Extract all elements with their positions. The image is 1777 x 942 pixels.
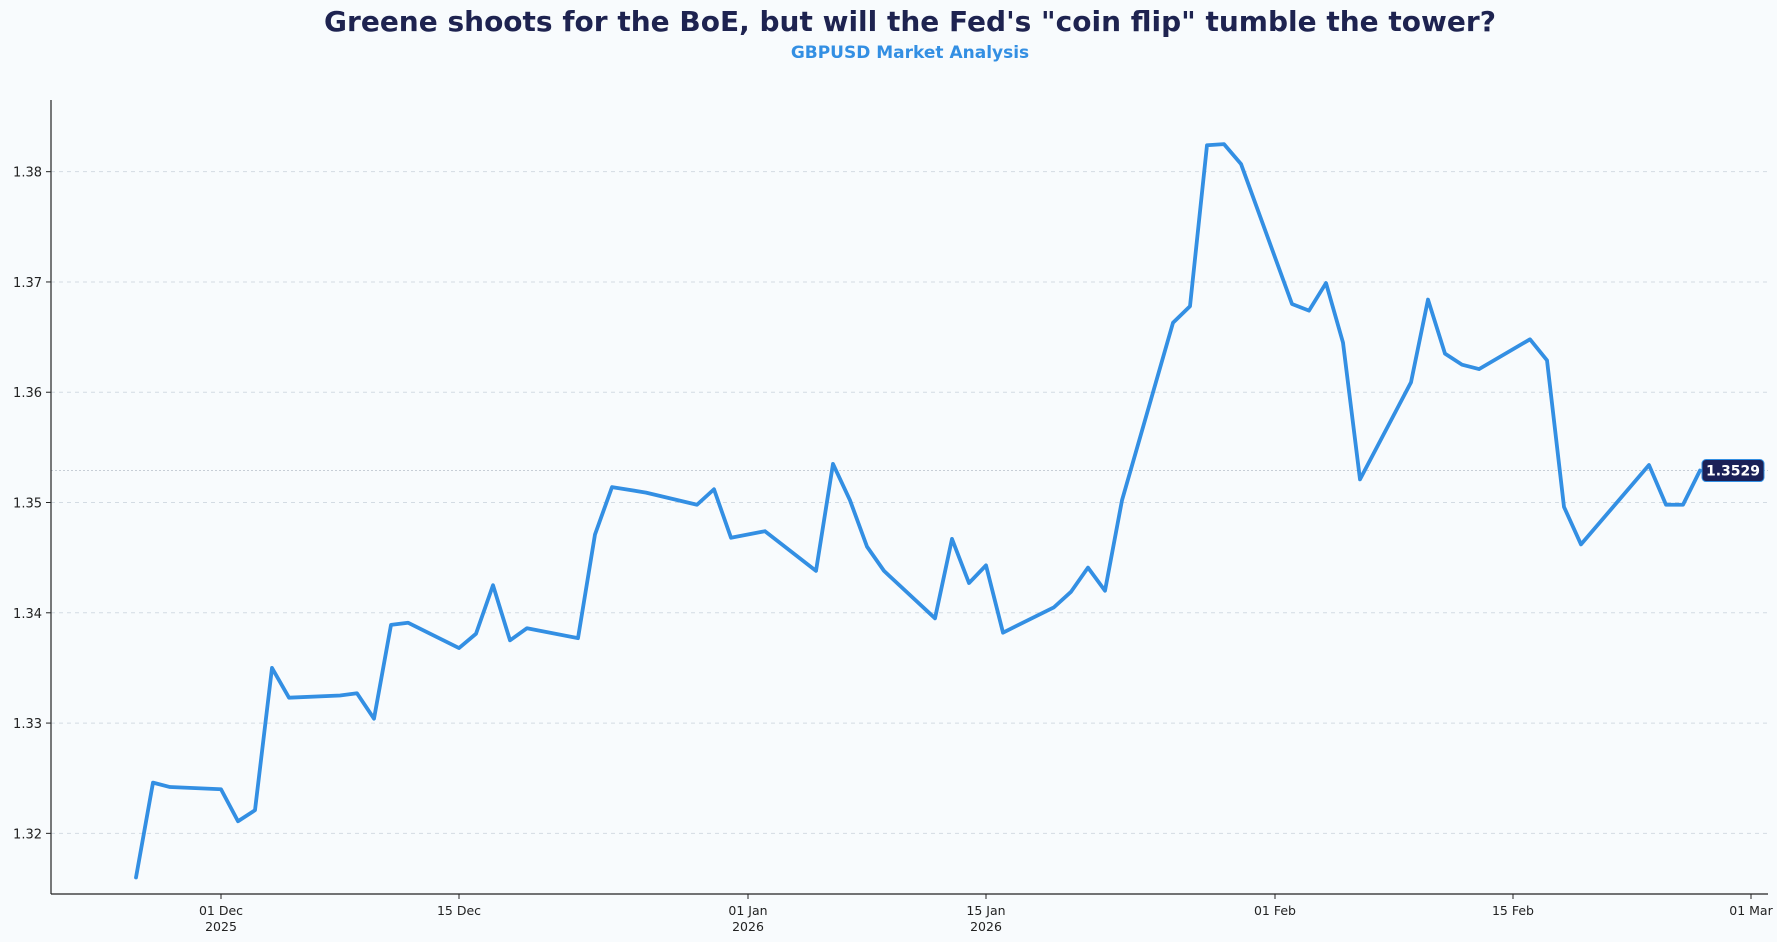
series-layer: [134, 142, 1702, 880]
x-tick-label: 15 Dec: [437, 903, 481, 918]
y-tick-label: 1.33: [13, 717, 42, 732]
last-value-label: 1.3529: [1706, 464, 1760, 480]
x-tick-label: 01 Dec: [199, 903, 243, 918]
y-tick-label: 1.36: [13, 386, 42, 401]
last-value-badge-group: 1.3529: [1701, 459, 1765, 483]
x-tick-label: 01 Feb: [1254, 903, 1296, 918]
y-tick-label: 1.38: [13, 166, 42, 181]
y-tick-label: 1.35: [13, 497, 42, 512]
x-tick-label: 15 Jan: [966, 903, 1005, 918]
x-tick-label: 01 Mar: [1729, 903, 1773, 918]
axes: [50, 100, 1768, 895]
x-tick-year-label: 2026: [732, 919, 764, 934]
x-tick-label: 15 Feb: [1492, 903, 1534, 918]
grid-lines: [51, 171, 1768, 834]
chart-title: Greene shoots for the BoE, but will the …: [324, 5, 1496, 38]
x-tick-year-label: 2026: [970, 919, 1002, 934]
y-tick-label: 1.37: [13, 276, 42, 291]
chart-subtitle: GBPUSD Market Analysis: [791, 43, 1029, 63]
y-tick-label: 1.34: [13, 607, 42, 622]
x-tick-label: 01 Jan: [728, 903, 767, 918]
x-tick-year-label: 2025: [205, 919, 237, 934]
gbpusd-series-line: [134, 142, 1702, 880]
last-value-badge: [1701, 459, 1765, 483]
y-tick-label: 1.32: [13, 827, 42, 842]
